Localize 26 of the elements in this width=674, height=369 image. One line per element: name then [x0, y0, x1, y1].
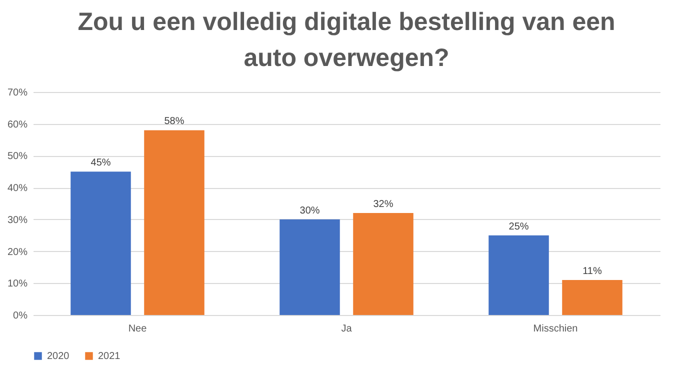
x-tick-label: Ja [341, 324, 352, 334]
data-label: 45% [90, 158, 111, 169]
legend-label: 2021 [98, 351, 121, 362]
data-label: 11% [582, 266, 602, 277]
y-tick-label: 50% [7, 151, 28, 162]
bar [488, 235, 549, 315]
y-tick-label: 10% [7, 278, 28, 290]
y-tick-label: 60% [7, 119, 28, 130]
data-label: 58% [164, 116, 184, 128]
x-tick-label: Nee [128, 324, 148, 334]
data-label: 25% [508, 221, 529, 232]
y-tick-label: 30% [7, 214, 28, 226]
legend-label: 2020 [47, 351, 70, 362]
bar [144, 130, 204, 315]
bar [280, 219, 340, 315]
bar [562, 280, 622, 315]
y-tick-label: 20% [7, 246, 28, 258]
x-tick-label: Misschien [533, 324, 578, 334]
bar [70, 172, 131, 315]
chart-title: Zou u een volledig digitale bestelling van een auto overwegen? [78, 8, 616, 72]
data-label: 30% [300, 205, 320, 216]
y-tick-label: 40% [7, 183, 28, 194]
y-tick-label: 70% [7, 88, 28, 98]
y-tick-label: 0% [13, 310, 28, 322]
data-label: 32% [373, 199, 394, 210]
bar [353, 213, 414, 315]
